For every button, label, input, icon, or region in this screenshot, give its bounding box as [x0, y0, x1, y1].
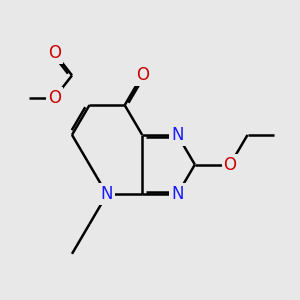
Text: O: O	[48, 44, 61, 62]
Text: N: N	[171, 185, 184, 203]
Text: O: O	[48, 89, 61, 107]
Text: O: O	[224, 156, 237, 174]
Text: N: N	[171, 126, 184, 144]
Text: N: N	[101, 185, 113, 203]
Text: O: O	[136, 66, 149, 84]
